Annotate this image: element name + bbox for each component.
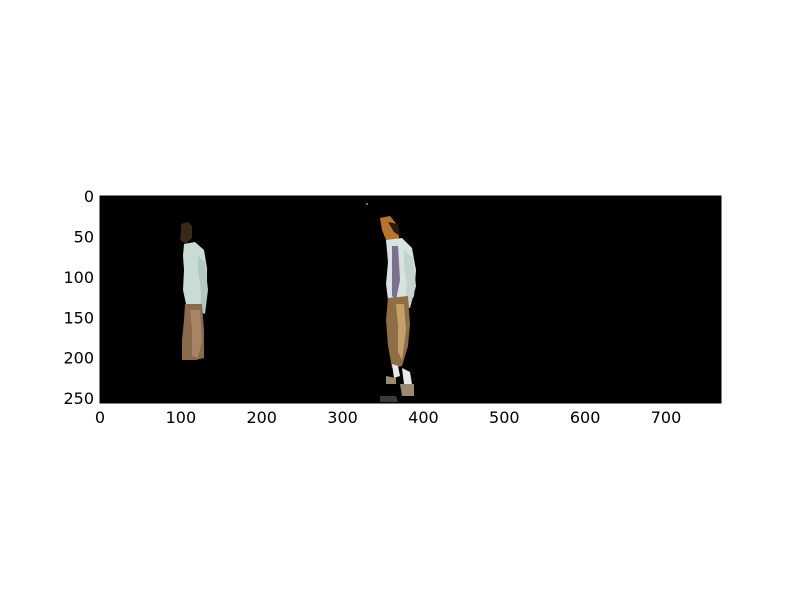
x-tick-label: 600 <box>570 408 601 427</box>
y-tick-label: 50 <box>74 227 94 246</box>
x-tick-label: 200 <box>246 408 277 427</box>
person-right-shadow <box>380 396 398 402</box>
x-tick-label: 100 <box>166 408 197 427</box>
x-tick-label: 500 <box>489 408 520 427</box>
y-tick-label: 0 <box>84 187 94 206</box>
x-tick-label: 400 <box>408 408 439 427</box>
y-tick-label: 200 <box>63 349 94 368</box>
y-axis: 0 50 100 150 200 250 <box>63 187 104 408</box>
y-tick-label: 150 <box>63 308 94 327</box>
y-tick-label: 100 <box>63 268 94 287</box>
plot-area <box>100 196 721 403</box>
person-right-speck <box>366 203 368 205</box>
x-tick-label: 300 <box>327 408 358 427</box>
x-tick-label: 0 <box>95 408 105 427</box>
y-tick-label: 250 <box>63 389 94 408</box>
x-tick-label: 700 <box>651 408 682 427</box>
